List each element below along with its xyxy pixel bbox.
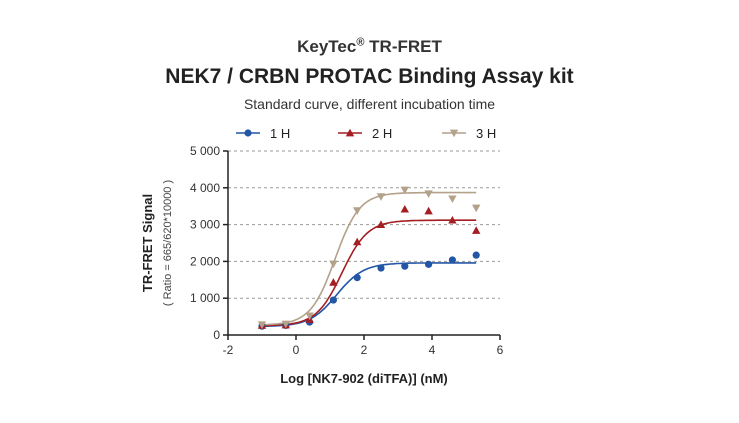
x-tick-label: -2	[223, 343, 234, 357]
registered-mark: ®	[356, 36, 365, 49]
y-axis-sublabel: ( Ratio = 665/620*10000 )	[162, 180, 174, 306]
fit-curve-3h	[262, 191, 477, 326]
brand-suffix: TR-FRET	[364, 37, 442, 56]
x-tick-label: 6	[497, 343, 504, 357]
brand-line: KeyTec® TR-FRET	[0, 37, 739, 57]
data-point-2h	[353, 237, 362, 246]
legend-marker	[449, 129, 459, 138]
data-point-3h	[472, 204, 481, 213]
y-tick-label: 3 000	[190, 218, 220, 232]
brand-name: KeyTec	[297, 37, 357, 56]
data-point-2h	[424, 206, 433, 215]
data-point-3h	[448, 195, 457, 204]
data-point-1h	[401, 262, 409, 270]
data-point-3h	[376, 193, 386, 201]
legend-label: 2 H	[372, 126, 392, 141]
legend-label: 3 H	[476, 126, 496, 141]
data-point-3h	[424, 190, 433, 198]
x-axis-label: Log [NK7-902 (diTFA)] (nM)	[280, 371, 448, 386]
data-point-1h	[472, 251, 480, 259]
y-tick-label: 5 000	[190, 144, 220, 158]
data-points	[257, 186, 481, 330]
fit-curve-2h	[262, 219, 477, 327]
data-point-2h	[329, 278, 338, 286]
fit-curves	[262, 191, 477, 328]
data-point-1h	[448, 256, 456, 264]
chart-subtitle: Standard curve, different incubation tim…	[243, 96, 496, 112]
y-axis-label: TR-FRET Signal	[140, 194, 155, 292]
data-point-1h	[329, 296, 337, 304]
data-point-3h	[281, 320, 290, 329]
legend-marker	[345, 128, 355, 137]
fit-curve-1h	[262, 262, 477, 328]
data-point-2h	[448, 215, 457, 224]
data-point-2h	[472, 226, 481, 234]
x-tick-label: 4	[429, 343, 436, 357]
data-point-3h	[400, 186, 409, 195]
data-point-2h	[376, 220, 386, 228]
data-point-1h	[353, 273, 361, 282]
y-tick-label: 4 000	[190, 181, 220, 195]
x-tick-label: 2	[361, 343, 368, 357]
legend-marker	[244, 129, 252, 137]
gridlines	[228, 150, 500, 299]
y-tick-label: 2 000	[190, 254, 220, 268]
data-point-3h	[353, 207, 362, 215]
data-point-2h	[400, 204, 409, 213]
data-point-3h	[329, 260, 338, 269]
data-point-1h	[377, 264, 385, 272]
data-point-1h	[425, 260, 433, 268]
x-tick-label: 0	[293, 343, 300, 357]
legend-label: 1 H	[270, 126, 290, 141]
chart-title: NEK7 / CRBN PROTAC Binding Assay kit	[165, 65, 574, 88]
data-point-3h	[305, 312, 314, 321]
data-point-3h	[257, 321, 267, 329]
y-tick-label: 1 000	[190, 291, 220, 305]
y-tick-label: 0	[213, 328, 220, 342]
legend: 1 H 2 H 3 H	[236, 126, 496, 141]
